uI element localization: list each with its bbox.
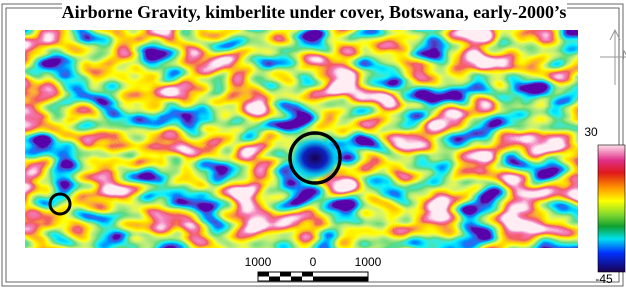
- page: {"title": "Airborne Gravity, kimberlite …: [0, 0, 626, 290]
- map-figure: Airborne Gravity, kimberlite under cover…: [0, 0, 626, 290]
- colorbar-max: 30: [584, 125, 598, 139]
- scale-label: 1000: [245, 255, 272, 269]
- scale-label: 0: [310, 255, 317, 269]
- colorbar: [598, 145, 625, 272]
- scale-label: 1000: [355, 255, 382, 269]
- scale-bar: [258, 272, 368, 281]
- north-label: N: [622, 48, 626, 62]
- title: Airborne Gravity, kimberlite under cover…: [62, 2, 567, 22]
- colorbar-min: -45: [595, 272, 613, 286]
